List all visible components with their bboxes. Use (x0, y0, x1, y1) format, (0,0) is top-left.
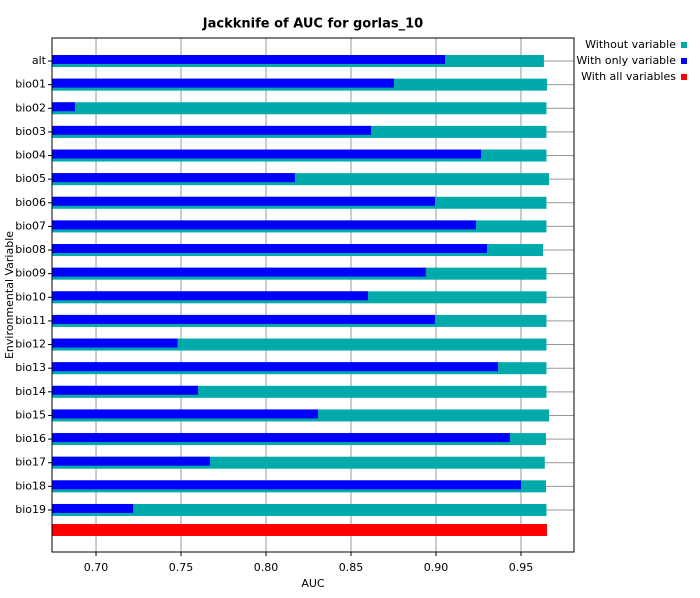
bar-with-only (52, 244, 487, 254)
x-axis-label: AUC (301, 577, 325, 590)
y-tick-label: bio16 (15, 432, 46, 445)
y-tick-label: bio10 (15, 290, 46, 303)
bar-with-only (52, 291, 368, 301)
bar-with-only (52, 149, 482, 159)
y-tick-label: bio17 (15, 456, 46, 469)
y-tick-label: bio18 (15, 479, 46, 492)
y-tick-label: bio03 (15, 125, 46, 138)
legend-label: With all variables (581, 70, 676, 83)
bar-with-only (52, 503, 134, 513)
y-tick-label: bio06 (15, 196, 46, 209)
x-tick-label: 0.90 (424, 561, 449, 574)
bar-all (52, 523, 547, 536)
bar-with-only (52, 480, 521, 490)
bar-with-only (52, 362, 499, 372)
y-tick-label: bio14 (15, 385, 46, 398)
legend-swatch (681, 42, 687, 48)
bar-without (52, 503, 547, 516)
bar-with-only (52, 173, 295, 183)
y-tick-label: bio15 (15, 408, 46, 421)
x-tick-label: 0.85 (339, 561, 364, 574)
bar-with-only (52, 456, 210, 466)
bar-with-only (52, 78, 394, 88)
x-tick-label: 0.80 (254, 561, 279, 574)
y-tick-label: bio01 (15, 78, 46, 91)
x-tick-label: 0.75 (169, 561, 194, 574)
bar-with-only (52, 385, 199, 395)
bar-with-only (52, 220, 476, 230)
legend-label: With only variable (576, 54, 676, 67)
legend-swatch (681, 74, 687, 80)
bar-with-only (52, 102, 75, 112)
y-tick-label: bio02 (15, 101, 46, 114)
bar-with-only (52, 267, 426, 277)
y-tick-label: bio08 (15, 243, 46, 256)
bar-with-only (52, 409, 319, 419)
chart-title: Jackknife of AUC for gorlas_10 (202, 17, 423, 32)
plot-frame (51, 37, 575, 553)
legend-label: Without variable (585, 38, 676, 51)
bar-with-only (52, 338, 178, 348)
y-tick-label: bio04 (15, 149, 46, 162)
y-axis-label: Environmental Variable (3, 231, 16, 359)
y-tick-label: alt (32, 54, 47, 67)
y-tick-label: bio13 (15, 361, 46, 374)
y-tick-label: bio07 (15, 219, 46, 232)
legend-swatch (681, 58, 687, 64)
y-tick-label: bio12 (15, 338, 46, 351)
x-tick-label: 0.95 (509, 561, 534, 574)
bar-with-only (52, 314, 435, 324)
y-tick-label: bio05 (15, 172, 46, 185)
bar-with-only (52, 433, 510, 443)
y-tick-label: bio19 (15, 503, 46, 516)
x-tick-label: 0.70 (84, 561, 109, 574)
bar-with-only (52, 55, 445, 64)
y-tick-label: bio09 (15, 267, 46, 280)
bar-without (52, 102, 547, 115)
y-tick-label: bio11 (15, 314, 46, 327)
bar-with-only (52, 125, 372, 135)
bar-with-only (52, 196, 435, 206)
